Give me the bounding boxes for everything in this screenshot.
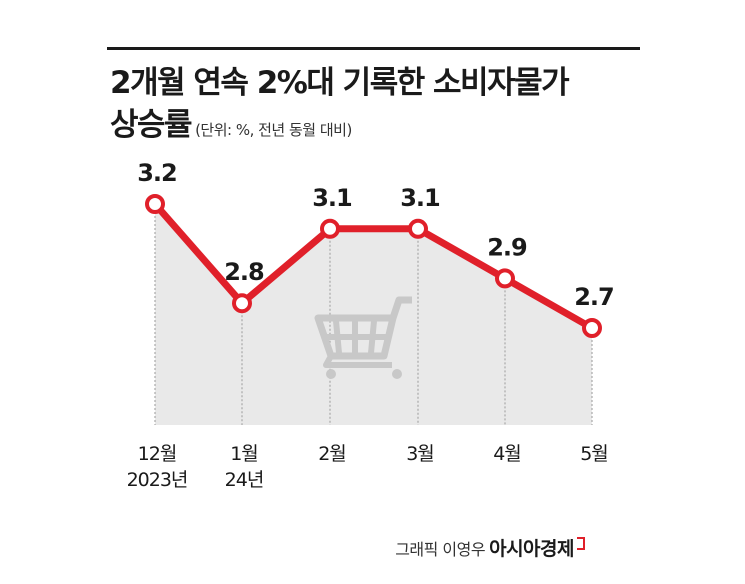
shopping-cart-icon	[314, 296, 412, 379]
credit: 그래픽 이영우 아시아경제	[395, 534, 585, 561]
title-line-2-text: 상승률	[110, 107, 193, 143]
chart-title: 2개월 연속 2%대 기록한 소비자물가 상승률 (단위: %, 전년 동월 대비…	[110, 62, 570, 151]
data-point-3	[408, 218, 428, 239]
brand-mark-icon	[577, 537, 585, 550]
title-line-2: 상승률 (단위: %, 전년 동월 대비)	[110, 104, 568, 151]
tick-label-1-0: 1월	[230, 443, 258, 465]
series-line	[151, 200, 596, 332]
tick-label-1-1: 24년	[225, 469, 264, 491]
data-label-0: 3.2	[137, 159, 177, 187]
title-rule	[107, 47, 640, 50]
data-point-4	[495, 268, 515, 289]
brand-logo: 아시아경제	[489, 538, 574, 560]
tick-label-2-0: 2월	[318, 443, 346, 465]
tick-label-0-1: 2023년	[127, 469, 188, 491]
data-label-1: 2.8	[224, 258, 264, 286]
data-label-3: 3.1	[400, 184, 440, 212]
tick-label-3-0: 3월	[406, 443, 434, 465]
data-label-2: 3.1	[312, 184, 352, 212]
data-label-5: 2.7	[574, 283, 614, 311]
data-label-4: 2.9	[487, 233, 527, 261]
data-point-0	[145, 194, 165, 214]
data-point-2	[320, 218, 340, 239]
credit-author: 그래픽 이영우	[395, 540, 486, 559]
tick-label-5-0: 5월	[580, 443, 608, 465]
data-point-5	[582, 318, 602, 338]
unit-note: (단위: %, 전년 동월 대비)	[195, 121, 352, 139]
data-point-1	[232, 293, 252, 314]
tick-label-0-0: 12월	[138, 443, 177, 465]
title-line-1: 2개월 연속 2%대 기록한 소비자물가	[110, 65, 570, 101]
tick-label-4-0: 4월	[493, 443, 521, 465]
